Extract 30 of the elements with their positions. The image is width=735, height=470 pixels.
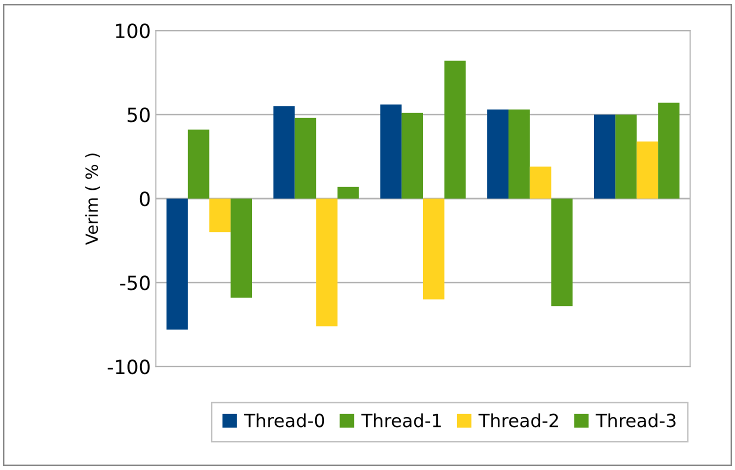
y-axis-title: Verim ( % ): [85, 154, 100, 245]
bar: [380, 104, 402, 199]
bar: [487, 110, 508, 199]
bar: [551, 198, 573, 306]
legend-label: Thread-1: [361, 413, 441, 428]
bar: [316, 198, 338, 326]
bar: [444, 60, 466, 199]
y-tick-label: 100: [116, 24, 150, 38]
bar: [188, 130, 210, 199]
bar: [166, 198, 188, 330]
bar: [273, 106, 295, 199]
legend-label: Thread-0: [244, 413, 324, 428]
legend-label: Thread-2: [478, 413, 558, 428]
bar: [230, 198, 252, 298]
y-tick-label: 50: [128, 108, 150, 122]
bar: [402, 112, 423, 199]
bar: [209, 198, 231, 232]
bar: [658, 102, 680, 199]
y-tick-label: -50: [120, 276, 150, 290]
bar: [422, 198, 444, 300]
bar: [636, 141, 658, 199]
bar: [337, 186, 359, 199]
bar: [594, 114, 616, 199]
bar: [294, 118, 316, 199]
bar: [530, 166, 552, 199]
y-tick-label: -100: [108, 360, 150, 374]
bar: [615, 114, 637, 199]
y-tick-label: 0: [140, 192, 150, 206]
legend-label: Thread-3: [596, 413, 676, 428]
bar: [508, 110, 530, 199]
